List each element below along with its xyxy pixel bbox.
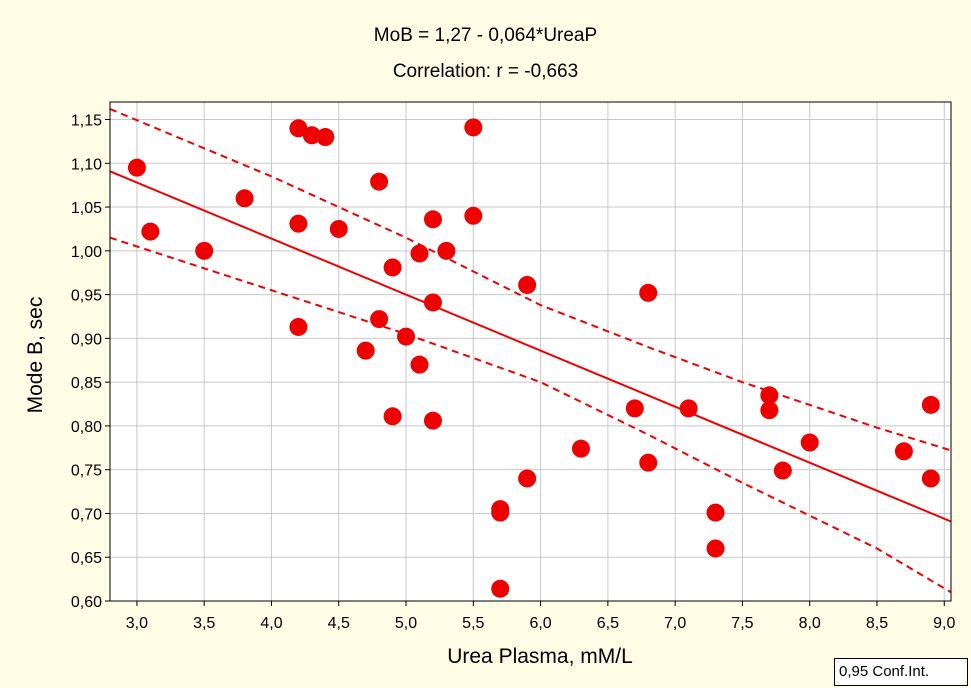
data-point (760, 386, 779, 405)
y-tick-label: 0,60 (71, 594, 102, 611)
x-tick-label: 4,5 (328, 615, 350, 632)
data-point (329, 219, 348, 238)
y-tick-label: 0,70 (71, 506, 102, 523)
x-tick-label: 6,5 (597, 615, 619, 632)
data-point (302, 126, 321, 145)
data-point (383, 407, 402, 426)
data-point (289, 317, 308, 336)
y-tick-label: 0,95 (71, 288, 102, 305)
y-tick-label: 1,15 (71, 113, 102, 130)
data-points (127, 118, 940, 598)
y-tick-label: 0,75 (71, 463, 102, 480)
confidence-band-lower (109, 236, 952, 594)
data-point (760, 401, 779, 420)
data-point (370, 310, 389, 329)
x-tick-label: 5,5 (462, 615, 484, 632)
data-point (773, 461, 792, 480)
x-tick-label: 7,5 (731, 615, 753, 632)
y-tick-label: 0,85 (71, 375, 102, 392)
data-point (423, 411, 442, 430)
data-point (235, 189, 254, 208)
y-tick-label: 1,10 (71, 156, 102, 173)
data-point (706, 503, 725, 522)
y-axis-label: Mode B, sec (24, 296, 47, 414)
x-tick-label: 5,0 (395, 615, 417, 632)
data-point (800, 433, 819, 452)
data-point (437, 241, 456, 260)
confidence-band-upper (109, 108, 952, 452)
regression-line-group (109, 170, 952, 523)
data-point (518, 275, 537, 294)
data-point (921, 395, 940, 414)
x-tick-label: 8,5 (866, 615, 888, 632)
data-point (370, 172, 389, 191)
data-point (410, 355, 429, 374)
data-point (639, 453, 658, 472)
y-tick-label: 1,05 (71, 200, 102, 217)
data-point (464, 206, 483, 225)
x-tick-label: 7,0 (664, 615, 686, 632)
x-tick-label: 6,0 (529, 615, 551, 632)
data-point (316, 128, 335, 147)
data-point (423, 210, 442, 229)
x-tick-label: 8,0 (799, 615, 821, 632)
data-point (679, 399, 698, 418)
data-point (356, 341, 375, 360)
data-point (410, 244, 429, 263)
x-tick-label: 9,0 (933, 615, 955, 632)
data-point (423, 293, 442, 312)
data-point (464, 118, 483, 137)
chart-subtitle: Correlation: r = -0,663 (392, 61, 579, 82)
data-point (383, 258, 402, 277)
plot-area (109, 101, 952, 602)
plot-border (109, 101, 952, 602)
data-point (397, 327, 416, 346)
data-point (491, 503, 510, 522)
chart-title: MoB = 1,27 - 0,064*UreaP (373, 25, 598, 46)
y-tick-label: 0,90 (71, 331, 102, 348)
y-tick-label: 0,65 (71, 550, 102, 567)
data-point (141, 222, 160, 241)
data-point (625, 399, 644, 418)
data-point (706, 539, 725, 558)
data-point (894, 442, 913, 461)
confidence-interval-legend: 0,95 Conf.Int. (834, 658, 968, 686)
data-point (127, 158, 146, 177)
x-tick-label: 4,0 (260, 615, 282, 632)
grid-lines (110, 102, 951, 602)
x-axis-ticks: 3,0 3,5 4,0 4,5 5,0 5,5 6,0 6,5 7,0 7,5 8,0 8,5 9,0 (126, 601, 955, 632)
y-axis-ticks: 0,60 0,65 0,70 0,75 0,80 0,85 0,90 0,95 1,00 1,05… (71, 113, 110, 611)
data-point (195, 241, 214, 260)
data-point (491, 579, 510, 598)
data-point (571, 439, 590, 458)
data-point (921, 469, 940, 488)
y-tick-label: 0,80 (71, 419, 102, 436)
data-point (639, 283, 658, 302)
x-tick-label: 3,0 (126, 615, 148, 632)
x-axis-label: Urea Plasma, mM/L (447, 645, 633, 668)
confidence-band (109, 108, 952, 594)
data-point (289, 214, 308, 233)
data-point (518, 469, 537, 488)
y-tick-label: 1,00 (71, 244, 102, 261)
regression-line (109, 170, 952, 523)
x-tick-label: 3,5 (193, 615, 215, 632)
data-point (289, 119, 308, 138)
